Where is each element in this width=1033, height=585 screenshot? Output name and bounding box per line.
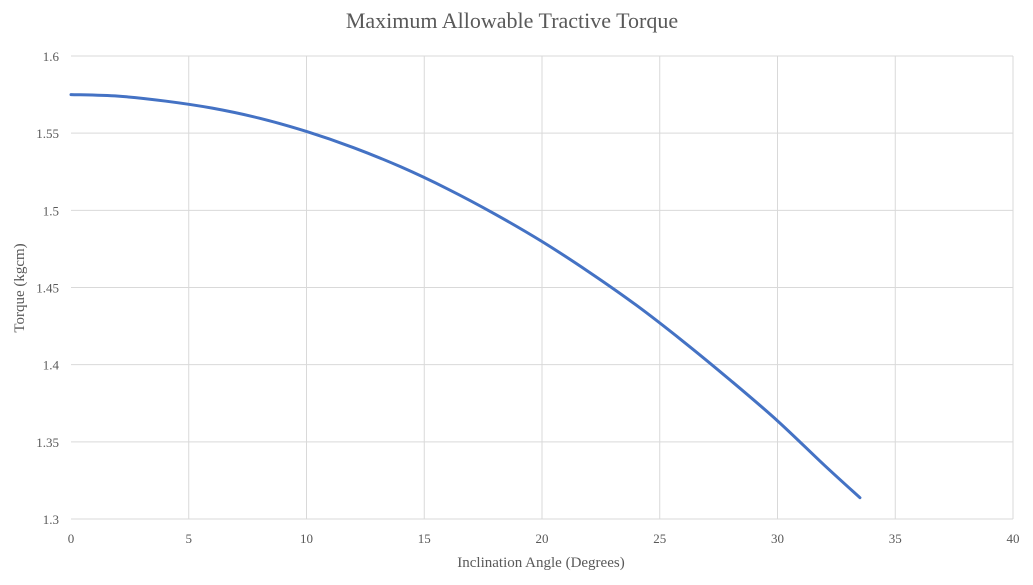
y-tick-label: 1.6 xyxy=(43,49,60,64)
y-tick-label: 1.5 xyxy=(43,203,59,218)
chart-title: Maximum Allowable Tractive Torque xyxy=(346,8,678,33)
y-tick-label: 1.3 xyxy=(43,512,59,527)
x-tick-label: 35 xyxy=(889,531,902,546)
x-tick-label: 20 xyxy=(536,531,549,546)
x-axis-label: Inclination Angle (Degrees) xyxy=(457,555,624,571)
x-axis-ticks: 0 5 10 15 20 25 30 35 40 xyxy=(68,531,1020,546)
x-tick-label: 15 xyxy=(418,531,431,546)
x-tick-label: 0 xyxy=(68,531,75,546)
x-tick-label: 25 xyxy=(653,531,666,546)
x-tick-label: 40 xyxy=(1007,531,1020,546)
y-tick-label: 1.55 xyxy=(36,126,59,141)
y-tick-label: 1.4 xyxy=(43,358,60,373)
x-tick-label: 5 xyxy=(186,531,193,546)
x-tick-label: 30 xyxy=(771,531,784,546)
y-tick-label: 1.35 xyxy=(36,435,59,450)
y-tick-label: 1.45 xyxy=(36,281,59,296)
x-tick-label: 10 xyxy=(300,531,313,546)
y-axis-ticks: 1.3 1.35 1.4 1.45 1.5 1.55 1.6 xyxy=(36,49,59,527)
series-layer xyxy=(69,93,862,500)
series-line-0 xyxy=(69,93,862,500)
gridlines xyxy=(71,55,1014,519)
y-axis-label: Torque (kgcm) xyxy=(12,243,28,332)
